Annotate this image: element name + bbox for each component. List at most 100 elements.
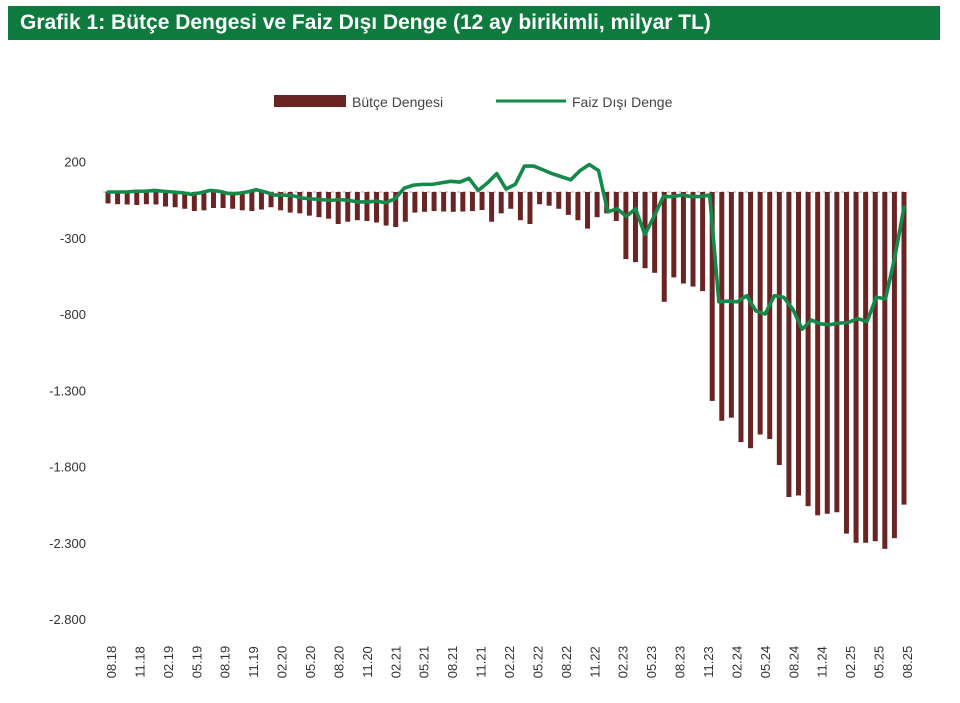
bar	[738, 192, 744, 443]
legend: Bütçe Dengesi Faiz Dışı Denge	[274, 94, 673, 110]
bar	[105, 192, 111, 204]
x-tick-label: 08.21	[445, 646, 460, 679]
y-tick-label: -2.300	[49, 536, 86, 551]
y-tick-label: -1.300	[49, 383, 86, 398]
bar	[278, 192, 284, 211]
bar	[719, 192, 725, 421]
x-tick-label: 11.23	[701, 646, 716, 678]
x-tick-label: 05.23	[644, 646, 659, 679]
bar	[632, 192, 638, 263]
legend-swatch-bar	[274, 95, 346, 107]
bar	[249, 192, 255, 212]
bar	[527, 192, 533, 225]
bar	[652, 192, 658, 273]
bar	[306, 192, 312, 216]
bar	[575, 192, 581, 221]
bar	[287, 192, 293, 213]
bar	[258, 192, 264, 210]
bar	[172, 192, 178, 208]
bar	[585, 192, 591, 229]
legend-label-bar: Bütçe Dengesi	[352, 94, 443, 110]
x-tick-label: 11.22	[587, 646, 602, 678]
bar	[326, 192, 332, 219]
x-tick-label: 11.24	[815, 646, 830, 678]
bar	[345, 192, 351, 222]
y-tick-label: 200	[64, 155, 86, 170]
bar	[316, 192, 322, 218]
bar	[124, 192, 130, 205]
x-tick-label: 02.19	[161, 646, 176, 679]
bar	[661, 192, 667, 302]
bar	[700, 192, 706, 292]
x-tick-label: 08.20	[331, 646, 346, 679]
bar	[882, 192, 888, 549]
x-tick-label: 08.23	[673, 646, 688, 679]
bar	[623, 192, 629, 260]
bar	[565, 192, 571, 215]
bar	[115, 192, 121, 205]
bar	[143, 192, 149, 205]
x-axis: 08.18 11.18 02.19 05.19 08.19 11.19 02.20 05.20…	[104, 646, 915, 679]
bar	[201, 192, 207, 211]
bar	[901, 192, 907, 505]
x-tick-label: 08.19	[218, 646, 233, 679]
bar	[211, 192, 216, 209]
bar	[383, 192, 389, 226]
bar	[824, 192, 830, 514]
x-tick-label: 05.19	[189, 646, 204, 679]
x-tick-label: 08.22	[559, 646, 574, 679]
bar	[239, 192, 245, 211]
bar	[786, 192, 792, 497]
bar	[796, 192, 801, 496]
bar	[537, 192, 543, 205]
bar	[671, 192, 677, 278]
x-tick-label: 11.18	[132, 646, 147, 678]
bar	[163, 192, 169, 207]
bar	[690, 192, 696, 287]
bar	[374, 192, 380, 223]
x-tick-label: 05.22	[530, 646, 545, 679]
bar	[546, 192, 552, 206]
bar	[815, 192, 821, 516]
bar	[498, 192, 504, 214]
bar	[517, 192, 523, 221]
bar	[153, 192, 159, 205]
x-tick-label: 08.24	[786, 646, 801, 679]
bar	[191, 192, 197, 212]
bar	[354, 192, 360, 221]
x-tick-label: 11.19	[246, 646, 261, 678]
bar	[441, 192, 447, 212]
x-tick-label: 08.25	[900, 646, 915, 679]
bar	[412, 192, 418, 213]
bar	[843, 192, 849, 534]
bar	[891, 192, 897, 539]
legend-label-line: Faiz Dışı Denge	[572, 94, 673, 110]
bar	[297, 192, 303, 214]
x-tick-label: 02.23	[616, 646, 631, 679]
x-tick-label: 02.25	[843, 646, 858, 679]
bar	[421, 192, 427, 212]
bar	[728, 192, 734, 418]
bar	[393, 192, 399, 228]
bar	[594, 192, 600, 218]
bar	[469, 192, 475, 212]
bar	[230, 192, 236, 209]
bar-series	[105, 192, 907, 549]
x-tick-label: 02.22	[502, 646, 517, 679]
bar	[709, 192, 715, 401]
bar	[182, 192, 188, 209]
bar	[220, 192, 226, 209]
y-axis: 200 -300 -800 -1.300 -1.800 -2.300 -2.800	[49, 155, 86, 628]
bar	[748, 192, 754, 449]
bar	[268, 192, 274, 208]
y-tick-label: -1.800	[49, 460, 86, 475]
bar	[805, 192, 811, 507]
bar	[450, 192, 456, 212]
bar	[680, 192, 686, 284]
x-tick-label: 05.24	[758, 646, 773, 679]
bar	[402, 192, 408, 222]
bar	[508, 192, 514, 209]
bar	[853, 192, 859, 543]
y-tick-label: -2.800	[49, 612, 86, 627]
line-series	[106, 162, 906, 332]
